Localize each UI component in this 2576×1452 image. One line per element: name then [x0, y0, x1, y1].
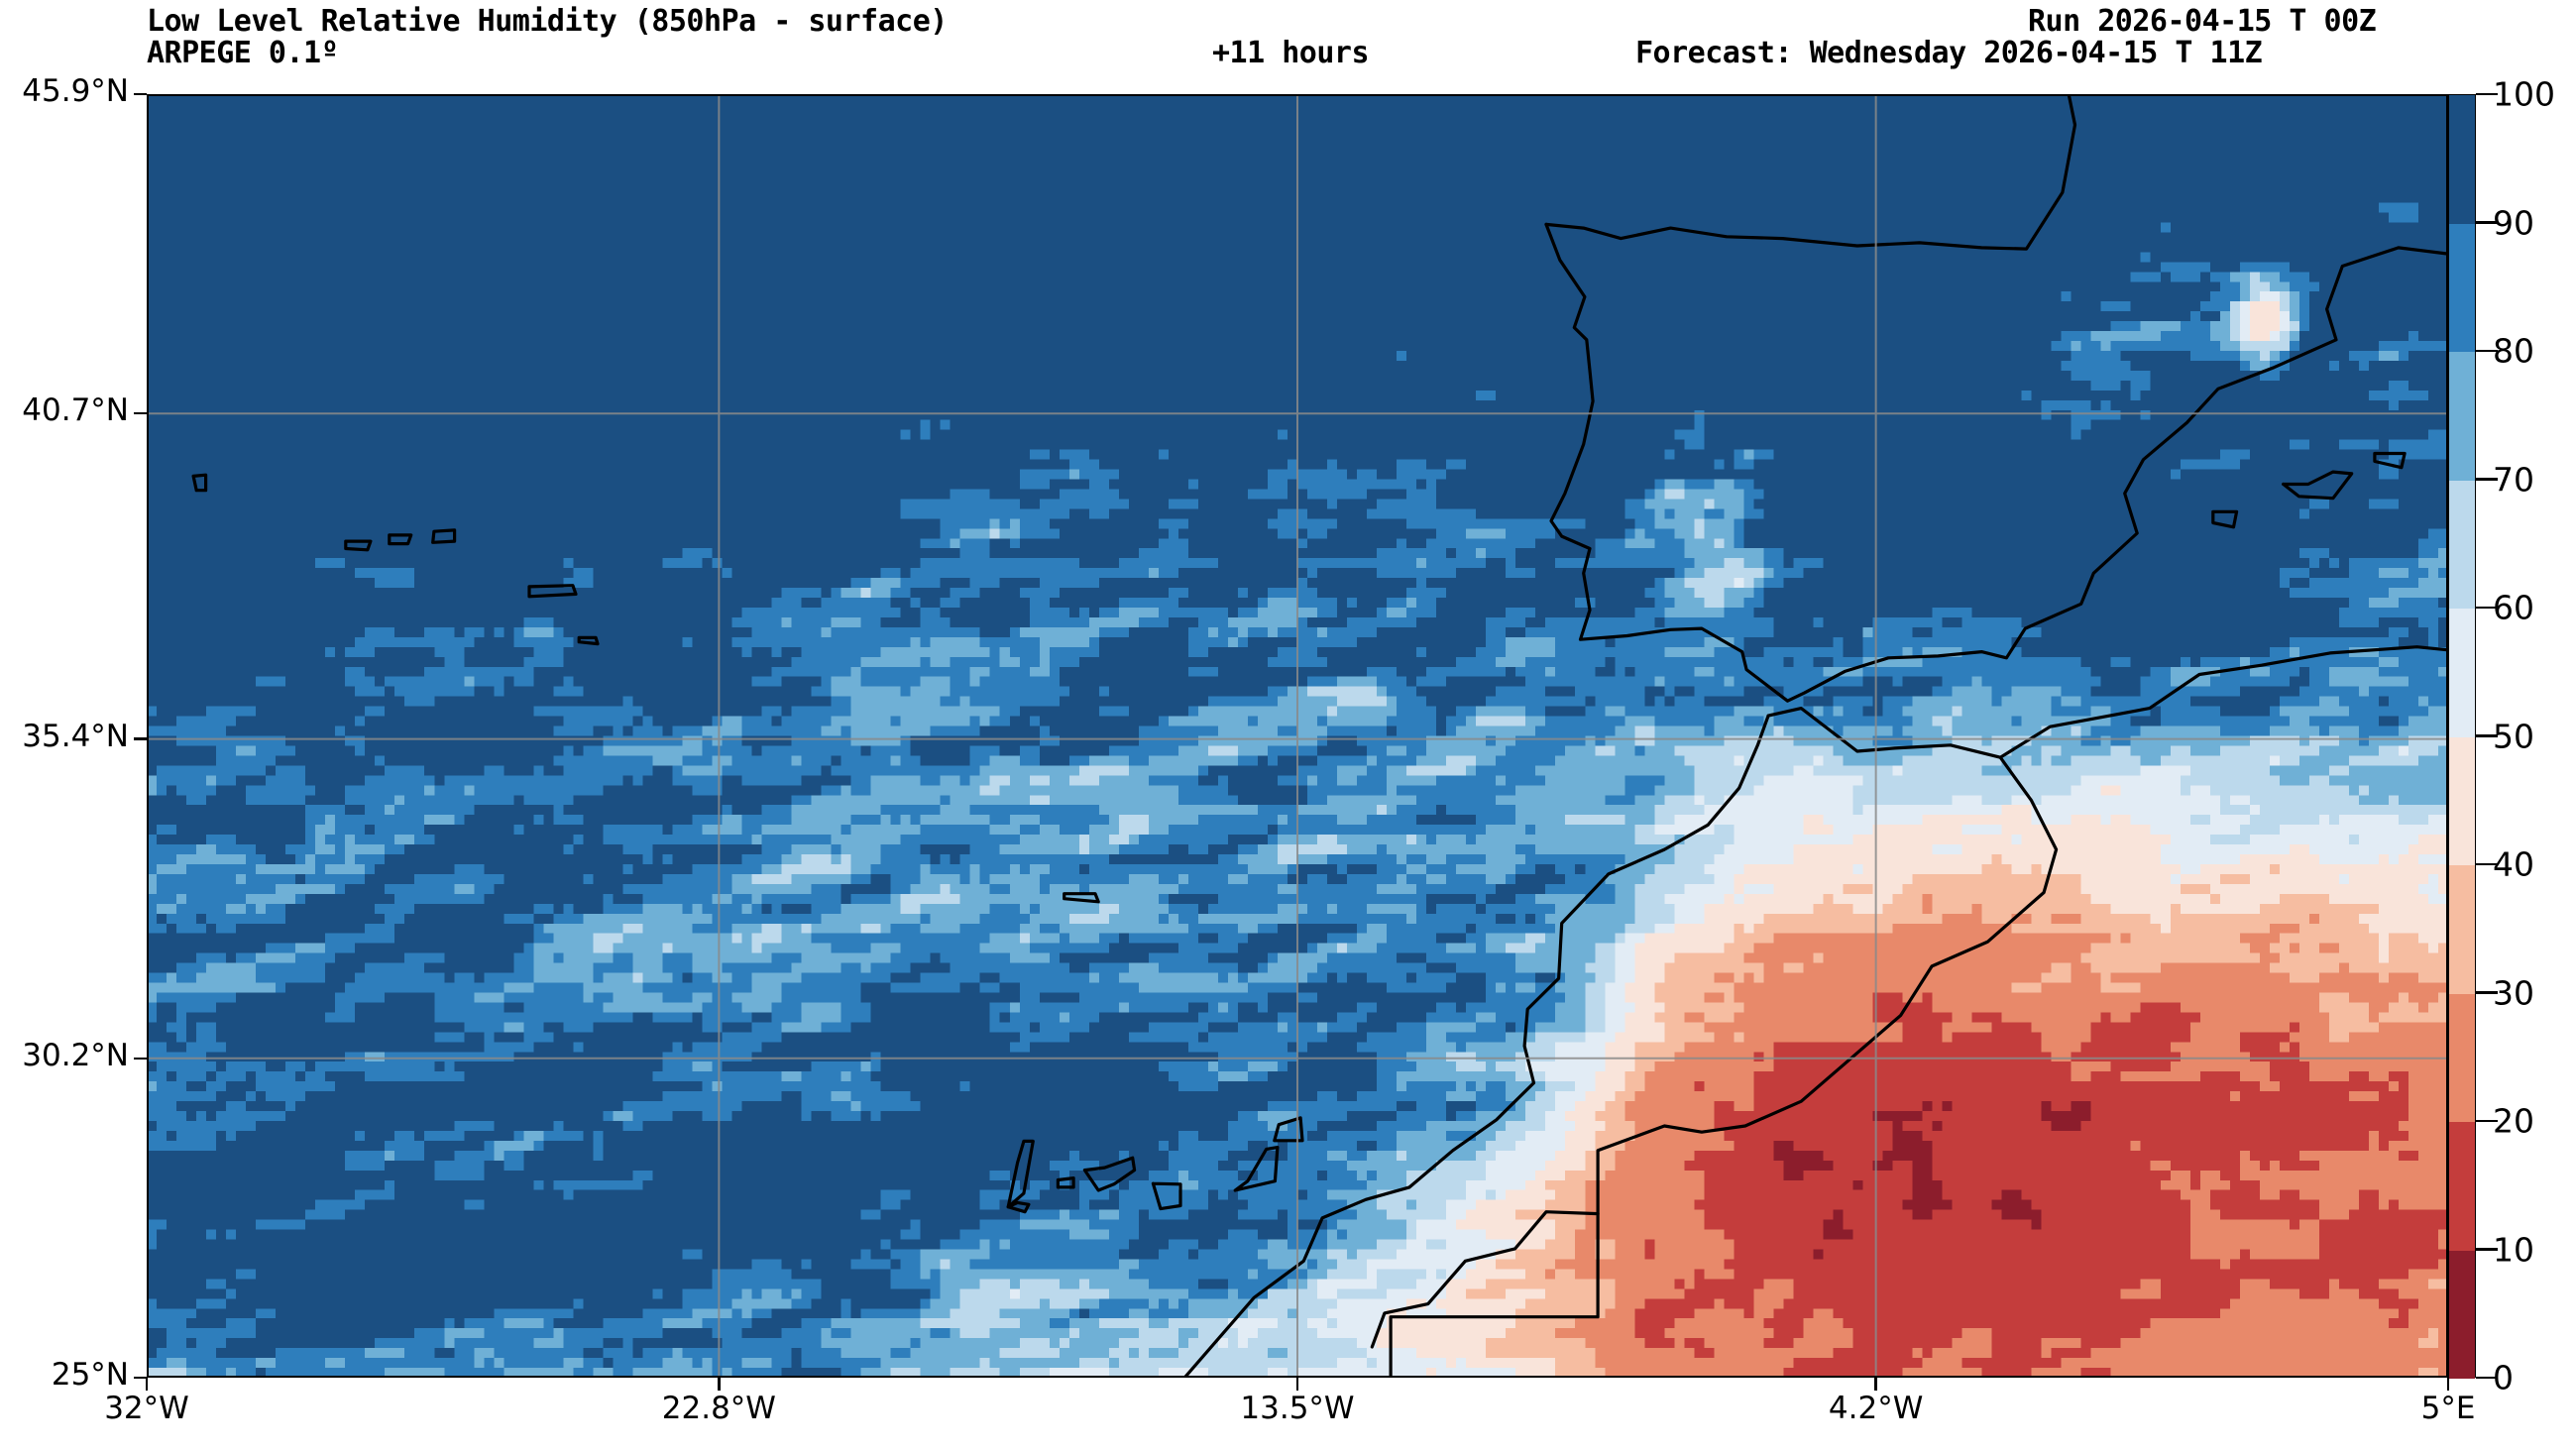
colorbar-tick-mark: [2476, 221, 2498, 224]
colorbar-segment: [2449, 865, 2475, 994]
x-tick-label: 22.8°W: [661, 1391, 776, 1426]
coastline: [1151, 1181, 1182, 1211]
colorbar-tick-label: 90: [2493, 203, 2534, 242]
map-canvas[interactable]: [147, 94, 2448, 1378]
x-tick-mark: [145, 1378, 149, 1391]
coastline: [2282, 470, 2354, 501]
coastline: [2373, 451, 2407, 470]
x-tick-mark: [2446, 1378, 2450, 1391]
colorbar-tick-mark: [2476, 734, 2498, 737]
x-tick-label: 4.2°W: [1828, 1391, 1924, 1426]
coastline: [1370, 1210, 1600, 1378]
colorbar-segment: [2449, 609, 2475, 737]
colorbar-segment: [2449, 223, 2475, 352]
colorbar-segment: [2449, 1250, 2475, 1379]
coastline: [1006, 1200, 1031, 1214]
colorbar-tick-label: 10: [2493, 1230, 2534, 1269]
colorbar-tick-mark: [2476, 1248, 2498, 1251]
colorbar-tick-label: 0: [2493, 1358, 2514, 1397]
x-tick-mark: [1874, 1378, 1877, 1391]
coastline: [1544, 94, 2077, 251]
y-tick-label: 35.4°N: [22, 718, 129, 754]
colorbar-segment: [2449, 480, 2475, 609]
colorbar-tick-mark: [2476, 991, 2498, 994]
colorbar-tick-mark: [2476, 349, 2498, 353]
x-tick-mark: [1295, 1378, 1299, 1391]
coastline: [1006, 1139, 1035, 1209]
coastline: [1082, 1156, 1137, 1192]
colorbar[interactable]: [2448, 94, 2476, 1379]
model-label: ARPEGE 0.1º: [147, 36, 339, 70]
y-tick-label: 30.2°N: [22, 1037, 129, 1073]
colorbar-segment: [2449, 993, 2475, 1122]
coastline: [2211, 509, 2239, 529]
colorbar-tick-mark: [2476, 1376, 2498, 1380]
coastline: [431, 528, 457, 544]
coastline: [1273, 1116, 1304, 1143]
forecast-time-label: Forecast: Wednesday 2026-04-15 T 11Z: [1635, 36, 2263, 70]
colorbar-segment: [2449, 736, 2475, 865]
colorbar-tick-label: 70: [2493, 460, 2534, 499]
coastline: [1544, 222, 2448, 703]
colorbar-tick-label: 80: [2493, 331, 2534, 371]
y-tick-label: 40.7°N: [22, 392, 129, 429]
coastline: [1766, 645, 2448, 759]
colorbar-segment: [2449, 95, 2475, 224]
y-tick-mark: [134, 412, 147, 415]
coastline: [1182, 714, 1770, 1378]
coastline: [388, 533, 413, 546]
colorbar-tick-label: 40: [2493, 844, 2534, 884]
page-title: Low Level Relative Humidity (850hPa - su…: [147, 4, 948, 39]
x-tick-label: 32°W: [104, 1391, 189, 1426]
colorbar-tick-mark: [2476, 478, 2498, 481]
lead-time-label: +11 hours: [1212, 36, 1370, 70]
humidity-contour-field: [147, 94, 2448, 1378]
coastline: [1056, 1176, 1075, 1189]
y-tick-label: 25°N: [51, 1357, 129, 1393]
colorbar-tick-mark: [2476, 1119, 2498, 1123]
colorbar-tick-mark: [2476, 606, 2498, 610]
x-tick-label: 5°E: [2420, 1391, 2476, 1426]
colorbar-tick-label: 30: [2493, 973, 2534, 1012]
coastline: [1233, 1146, 1280, 1192]
y-tick-mark: [134, 92, 147, 96]
colorbar-segment: [2449, 1122, 2475, 1251]
y-tick-mark: [134, 737, 147, 740]
colorbar-tick-label: 50: [2493, 717, 2534, 755]
coastline: [1063, 892, 1100, 904]
colorbar-tick-label: 100: [2493, 74, 2555, 114]
run-time-label: Run 2026-04-15 T 00Z: [2028, 4, 2377, 39]
y-tick-label: 45.9°N: [22, 73, 129, 109]
x-tick-label: 13.5°W: [1240, 1391, 1355, 1426]
coastline: [191, 473, 208, 493]
colorbar-segment: [2449, 352, 2475, 481]
y-tick-mark: [134, 1376, 147, 1380]
colorbar-tick-label: 20: [2493, 1101, 2534, 1141]
coastline: [577, 635, 600, 646]
coastline: [527, 584, 578, 599]
colorbar-tick-mark: [2476, 92, 2498, 96]
x-tick-mark: [718, 1378, 721, 1391]
y-tick-mark: [134, 1057, 147, 1060]
colorbar-tick-mark: [2476, 862, 2498, 866]
colorbar-tick-label: 60: [2493, 588, 2534, 627]
coastline: [344, 539, 373, 552]
